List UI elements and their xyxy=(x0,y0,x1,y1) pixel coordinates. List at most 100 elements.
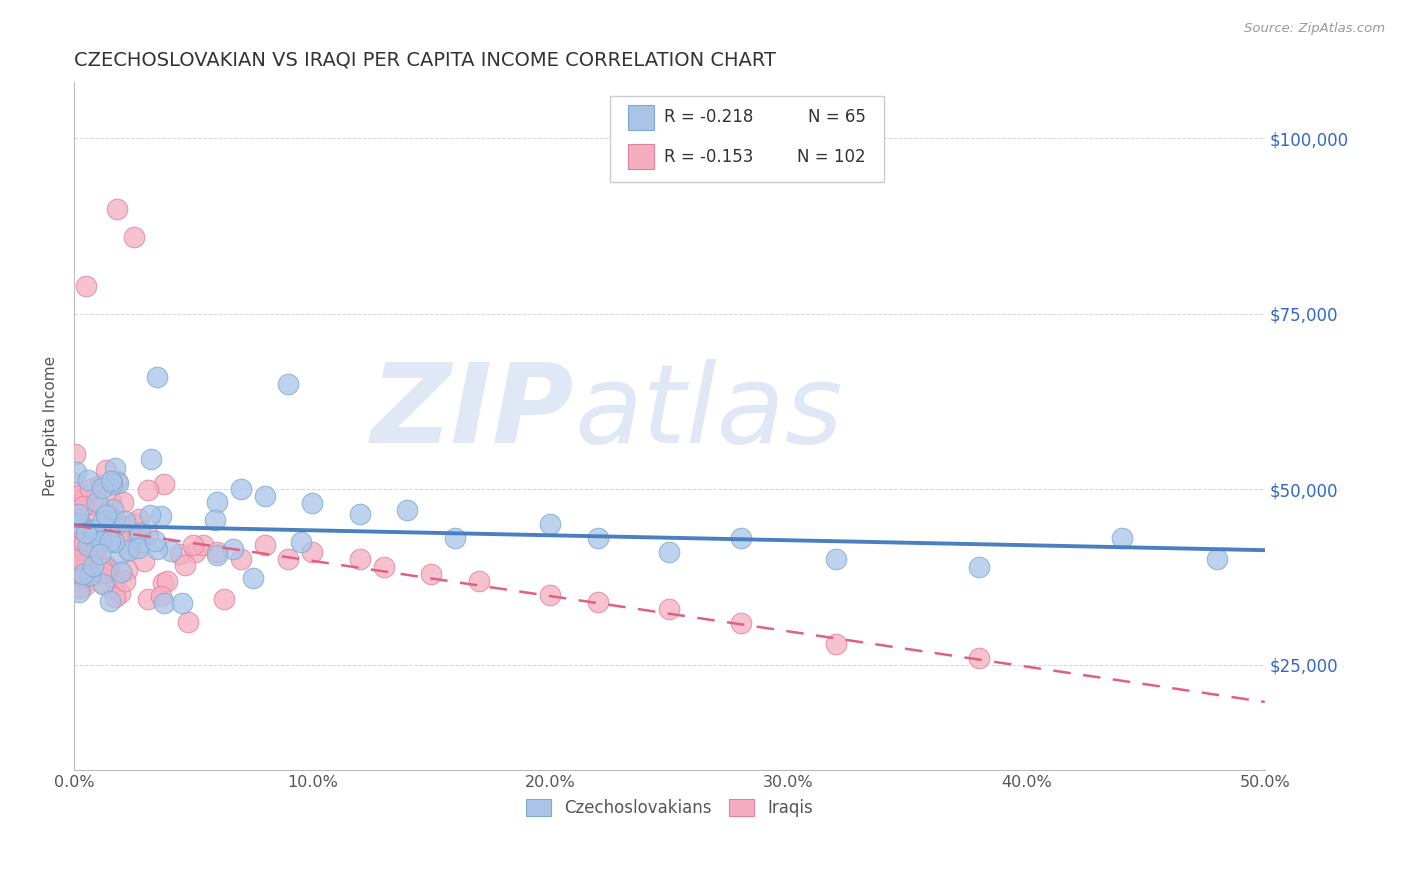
Czechoslovakians xyxy=(75,525,97,540)
Czechoslovakians xyxy=(118,542,141,557)
Iraqis xyxy=(65,475,87,490)
Iraqis xyxy=(105,202,128,216)
Iraqis xyxy=(125,524,148,539)
Iraqis xyxy=(67,552,90,566)
Iraqis xyxy=(67,536,90,550)
Iraqis xyxy=(73,546,96,560)
Iraqis xyxy=(538,588,561,602)
Czechoslovakians xyxy=(104,519,127,533)
Iraqis xyxy=(730,615,752,630)
Iraqis xyxy=(107,525,129,540)
Text: Source: ZipAtlas.com: Source: ZipAtlas.com xyxy=(1244,22,1385,36)
Iraqis xyxy=(91,577,114,591)
Czechoslovakians xyxy=(205,495,228,509)
Czechoslovakians xyxy=(67,507,90,521)
Iraqis xyxy=(183,545,205,559)
Iraqis xyxy=(191,538,214,552)
Bar xyxy=(628,145,654,169)
Iraqis xyxy=(73,542,96,557)
Czechoslovakians xyxy=(138,508,160,522)
Czechoslovakians xyxy=(94,508,117,522)
Czechoslovakians xyxy=(444,532,467,546)
Iraqis xyxy=(825,637,848,651)
Iraqis xyxy=(107,530,129,544)
Czechoslovakians xyxy=(90,533,112,548)
Czechoslovakians xyxy=(98,534,121,549)
Iraqis xyxy=(98,507,121,521)
Czechoslovakians xyxy=(172,596,194,610)
Czechoslovakians xyxy=(153,596,176,610)
Iraqis xyxy=(87,537,110,551)
Iraqis xyxy=(468,574,491,588)
Iraqis xyxy=(205,545,228,559)
Iraqis xyxy=(72,500,94,514)
Czechoslovakians xyxy=(131,535,153,549)
Iraqis xyxy=(73,524,96,539)
Czechoslovakians xyxy=(110,566,132,580)
Iraqis xyxy=(63,521,86,535)
Iraqis xyxy=(66,550,89,565)
Iraqis xyxy=(70,518,93,533)
Czechoslovakians xyxy=(101,502,124,516)
Iraqis xyxy=(67,538,90,552)
Iraqis xyxy=(65,500,87,515)
Czechoslovakians xyxy=(145,541,167,556)
Iraqis xyxy=(75,556,97,570)
Czechoslovakians xyxy=(76,473,98,487)
Iraqis xyxy=(132,553,155,567)
Czechoslovakians xyxy=(139,452,162,467)
Iraqis xyxy=(73,492,96,507)
Czechoslovakians xyxy=(253,489,276,503)
Iraqis xyxy=(69,488,91,502)
Czechoslovakians xyxy=(98,594,121,608)
Iraqis xyxy=(84,533,107,547)
Czechoslovakians xyxy=(86,495,108,509)
Czechoslovakians xyxy=(242,571,264,585)
Iraqis xyxy=(73,570,96,584)
Text: N = 102: N = 102 xyxy=(797,147,866,166)
Iraqis xyxy=(586,594,609,608)
Iraqis xyxy=(229,552,252,566)
Iraqis xyxy=(79,530,101,544)
Czechoslovakians xyxy=(91,577,114,591)
Iraqis xyxy=(66,541,89,555)
Czechoslovakians xyxy=(825,552,848,566)
Czechoslovakians xyxy=(586,532,609,546)
Czechoslovakians xyxy=(290,535,312,549)
Iraqis xyxy=(87,541,110,555)
Iraqis xyxy=(82,492,104,507)
Czechoslovakians xyxy=(90,515,112,529)
Iraqis xyxy=(65,447,87,461)
Iraqis xyxy=(105,474,128,488)
Czechoslovakians xyxy=(89,548,111,562)
Iraqis xyxy=(63,518,86,533)
Czechoslovakians xyxy=(150,509,173,524)
Iraqis xyxy=(86,567,108,582)
Czechoslovakians xyxy=(100,477,122,491)
Iraqis xyxy=(66,507,89,521)
Iraqis xyxy=(97,560,120,574)
Iraqis xyxy=(658,601,681,615)
Czechoslovakians xyxy=(658,545,681,559)
Czechoslovakians xyxy=(67,584,90,599)
Iraqis xyxy=(91,561,114,575)
Czechoslovakians xyxy=(72,566,94,581)
Czechoslovakians xyxy=(277,377,299,392)
Iraqis xyxy=(104,574,127,589)
Iraqis xyxy=(65,568,87,582)
Iraqis xyxy=(174,558,197,572)
Czechoslovakians xyxy=(160,544,183,558)
Czechoslovakians xyxy=(967,559,990,574)
Bar xyxy=(628,105,654,130)
Czechoslovakians xyxy=(103,535,125,549)
Iraqis xyxy=(63,523,86,537)
Iraqis xyxy=(104,513,127,527)
Iraqis xyxy=(349,552,371,566)
Text: N = 65: N = 65 xyxy=(808,109,866,127)
Text: CZECHOSLOVAKIAN VS IRAQI PER CAPITA INCOME CORRELATION CHART: CZECHOSLOVAKIAN VS IRAQI PER CAPITA INCO… xyxy=(75,51,776,70)
Czechoslovakians xyxy=(100,474,122,488)
Iraqis xyxy=(108,585,131,599)
Iraqis xyxy=(80,548,103,562)
FancyBboxPatch shape xyxy=(610,96,884,182)
Czechoslovakians xyxy=(67,516,90,531)
